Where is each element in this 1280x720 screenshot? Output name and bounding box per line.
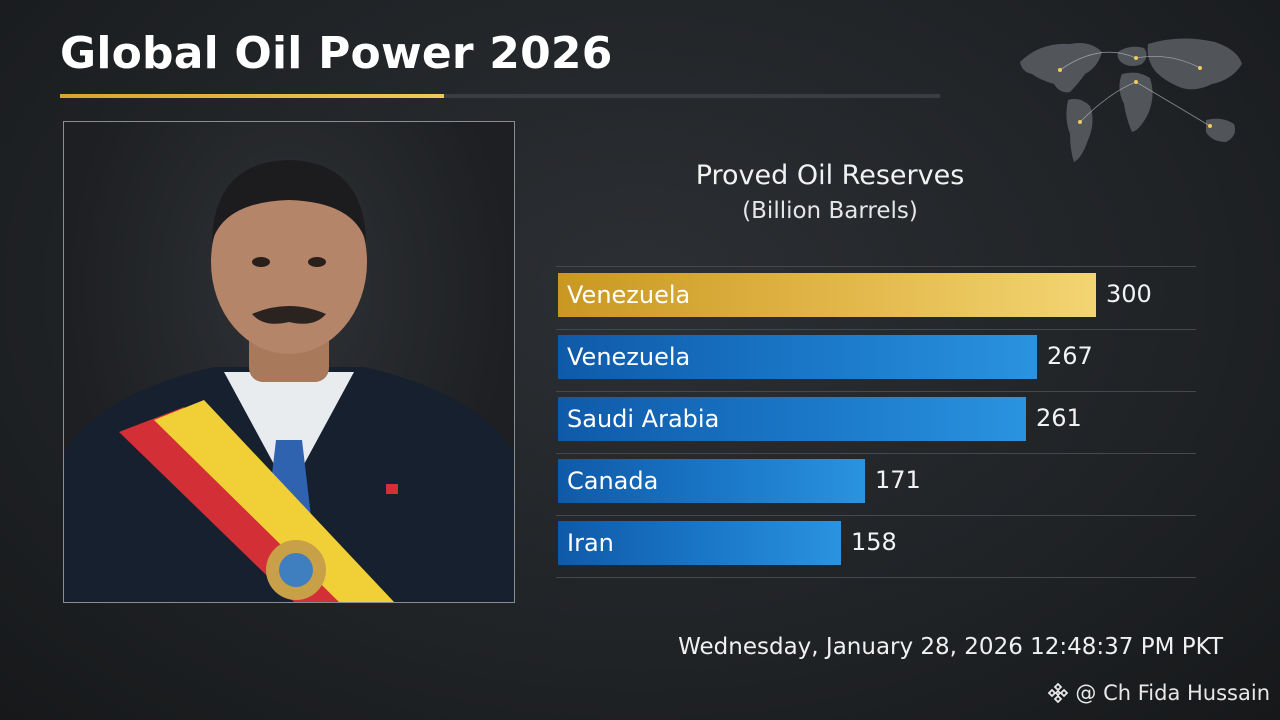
- bar-4: Iran: [558, 521, 841, 565]
- bar-2: Saudi Arabia: [558, 397, 1026, 441]
- bar-value-label: 300: [1106, 280, 1152, 308]
- bar-chart: Venezuela 300 Venezuela 267 Saudi Arabia 261 C…: [556, 266, 1196, 582]
- chart-subtitle: (Billion Barrels): [742, 198, 918, 224]
- bar-value-label: 158: [851, 528, 897, 556]
- world-map-icon: [1020, 38, 1242, 162]
- gridline: [556, 453, 1196, 454]
- bar-label: Iran: [567, 529, 614, 557]
- bar-label: Venezuela: [567, 343, 691, 371]
- bar-label: Venezuela: [567, 281, 691, 309]
- portrait-photo: [63, 121, 515, 603]
- gridline: [556, 391, 1196, 392]
- credit-text: @ Ch Fida Hussain: [1075, 681, 1270, 705]
- bar-0: Venezuela: [558, 273, 1096, 317]
- gridline: [556, 515, 1196, 516]
- title-underline: [60, 94, 940, 98]
- bar-label: Saudi Arabia: [567, 405, 720, 433]
- gridline: [556, 329, 1196, 330]
- bar-3: Canada: [558, 459, 865, 503]
- bar-1: Venezuela: [558, 335, 1037, 379]
- diamond-logo-icon: [1048, 682, 1069, 704]
- chart-title: Proved Oil Reserves: [695, 160, 965, 191]
- bar-label: Canada: [567, 467, 659, 495]
- gridline: [556, 266, 1196, 267]
- bar-value-label: 171: [875, 466, 921, 494]
- credit: @ Ch Fida Hussain: [1047, 681, 1270, 705]
- bar-value-label: 261: [1036, 404, 1082, 432]
- page-title: Global Oil Power 2026: [60, 28, 613, 79]
- title-underline-accent: [60, 94, 444, 98]
- bar-value-label: 267: [1047, 342, 1093, 370]
- timestamp: Wednesday, January 28, 2026 12:48:37 PM …: [678, 634, 1223, 660]
- gridline: [556, 577, 1196, 578]
